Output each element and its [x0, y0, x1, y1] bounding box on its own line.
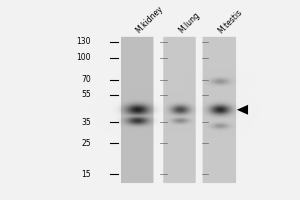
Text: 35: 35 [81, 118, 91, 127]
Text: 70: 70 [81, 75, 91, 84]
Text: M.testis: M.testis [216, 7, 244, 35]
Text: 100: 100 [76, 53, 91, 62]
Text: 130: 130 [76, 37, 91, 46]
Bar [163, 39, 196, 183]
Text: M.kidney: M.kidney [134, 4, 165, 35]
Bar [203, 39, 236, 183]
Text: 25: 25 [82, 139, 91, 148]
Text: 55: 55 [81, 90, 91, 99]
Polygon shape [237, 105, 248, 115]
Text: 15: 15 [82, 170, 91, 179]
Text: M.lung: M.lung [176, 10, 201, 35]
Bar [121, 39, 153, 183]
